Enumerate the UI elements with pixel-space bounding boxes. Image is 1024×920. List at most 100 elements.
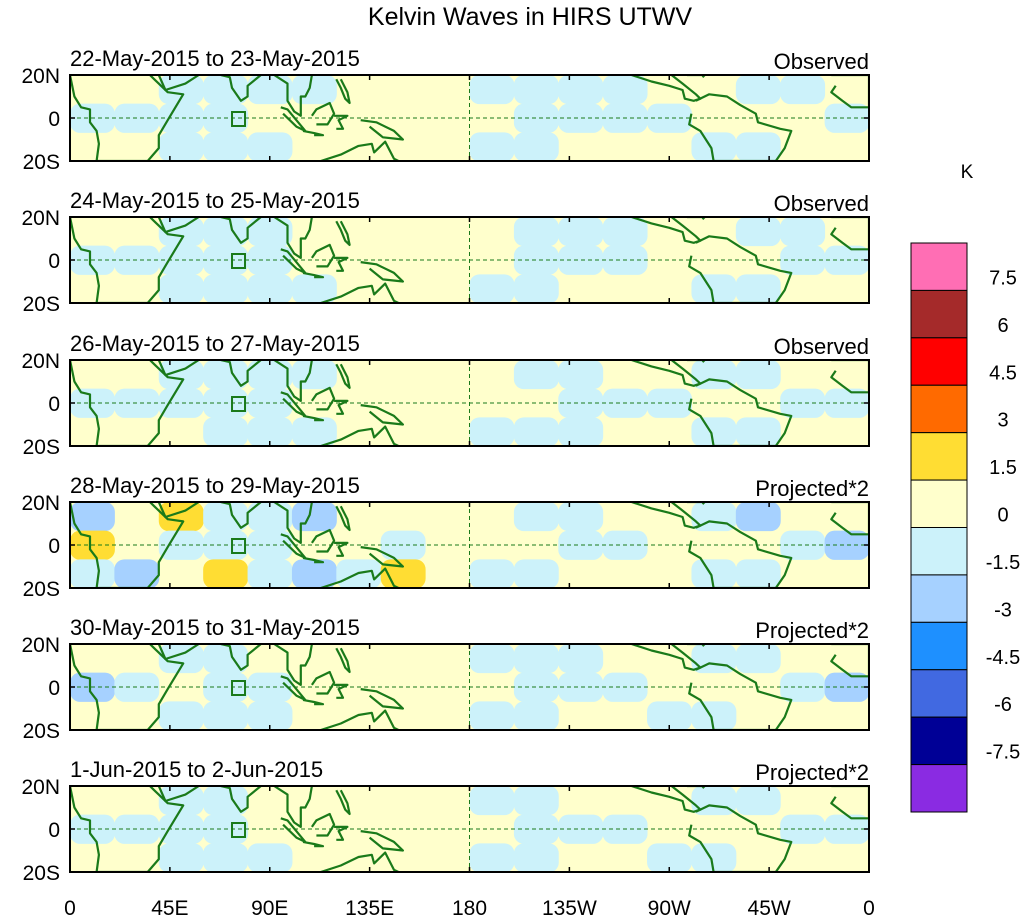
chart-title: Kelvin Waves in HIRS UTWV: [368, 3, 692, 31]
coastline: [830, 644, 869, 678]
field-cell: [158, 843, 204, 872]
map-panel: 20N 0 20S 22-May-2015 to 23-May-2015 Observe…: [21, 46, 870, 174]
field-cell: [203, 502, 249, 532]
colorbar-level-label: 6: [997, 315, 1008, 337]
colorbar-box: [910, 716, 968, 766]
field-cell: [558, 245, 604, 275]
lon-label: 135E: [345, 897, 394, 920]
coastline: [360, 119, 404, 141]
colorbar-box: [910, 384, 968, 434]
field-cell: [203, 786, 249, 816]
coastline: [830, 360, 869, 394]
colorbar-box: [910, 621, 968, 671]
field-cell: [158, 132, 204, 161]
field-cell: [558, 417, 604, 446]
coastline: [687, 644, 706, 647]
coastline: [320, 709, 399, 730]
field-cell: [70, 502, 115, 532]
field-cell: [558, 217, 604, 247]
field-cell: [558, 388, 604, 418]
coastline: [830, 786, 869, 820]
field-cell: [735, 217, 781, 247]
panel-date-range: 28-May-2015 to 29-May-2015: [70, 473, 360, 498]
panel-kind-label: Observed: [774, 49, 869, 74]
field-cell: [647, 701, 692, 730]
coastline: [157, 217, 200, 234]
coastline: [687, 75, 706, 78]
region-box: [231, 680, 247, 696]
coastline: [70, 217, 185, 303]
field-cell: [158, 388, 204, 418]
coastline: [360, 830, 404, 852]
coastline: [320, 425, 399, 446]
field-cell: [824, 814, 869, 844]
coastline: [302, 698, 325, 706]
lon-label: 180: [452, 897, 487, 920]
field-cell: [780, 530, 826, 560]
lat-label: 0: [48, 819, 60, 842]
field-cell: [203, 701, 249, 730]
coastline: [334, 399, 349, 415]
coastline: [220, 360, 262, 387]
coastline: [687, 360, 706, 363]
field-cell: [158, 217, 204, 247]
coastline: [335, 220, 351, 246]
coastline: [687, 502, 706, 505]
field-cell: [469, 843, 515, 872]
coastline: [310, 528, 336, 553]
lat-label: 20S: [23, 720, 60, 743]
field-cell: [247, 417, 293, 446]
coastline: [220, 217, 262, 244]
panel-date-range: 24-May-2015 to 25-May-2015: [70, 188, 360, 213]
coastline: [335, 363, 351, 389]
panel-kind-label: Observed: [774, 191, 869, 216]
field-cell: [558, 360, 604, 390]
colorbar-unit-label: K: [961, 162, 974, 183]
field-cell: [158, 701, 204, 730]
coastline: [687, 786, 706, 789]
lat-label: 20S: [23, 293, 60, 316]
field-cell: [247, 502, 293, 532]
field-cell: [513, 75, 559, 105]
field-cell: [380, 530, 426, 560]
field-cell: [824, 103, 869, 133]
coastline: [334, 114, 349, 130]
field-cell: [513, 217, 559, 247]
field-cell: [203, 417, 249, 446]
coastline: [335, 505, 351, 532]
coastline: [688, 662, 793, 730]
field-cell: [558, 814, 604, 844]
field-cell: [735, 786, 781, 816]
coastline: [687, 217, 706, 220]
field-cell: [469, 417, 515, 446]
field-cell: [203, 132, 249, 161]
field-cell: [780, 245, 826, 275]
panel-kind-label: Observed: [774, 334, 869, 359]
longitude-axis: 0 45E 90E 135E 180 135W 90W 45W 0: [64, 897, 875, 920]
field-cell: [513, 701, 559, 730]
colorbar-level-label: 1.5: [989, 457, 1017, 479]
coastline: [157, 502, 200, 519]
map-panel: 20N 0 20S 26-May-2015 to 27-May-2015 Observe…: [21, 331, 870, 459]
coastline: [688, 520, 793, 588]
coastline: [320, 140, 399, 161]
field-cell: [114, 559, 160, 588]
lon-label: 90W: [648, 897, 691, 920]
field-cell: [203, 75, 249, 105]
field-cell: [691, 417, 737, 446]
field-cell: [203, 217, 249, 247]
field-cell: [203, 559, 249, 588]
colorbar-level-label: -1.5: [986, 552, 1020, 574]
coastline: [631, 75, 702, 102]
field-cell: [513, 843, 559, 872]
colorbar-level-label: 3: [997, 410, 1008, 432]
lat-label: 0: [48, 393, 60, 416]
panel-date-range: 26-May-2015 to 27-May-2015: [70, 331, 360, 356]
field-cell: [247, 75, 293, 105]
field-cell: [824, 672, 869, 702]
field-cell: [513, 417, 559, 446]
field-cell: [691, 843, 737, 872]
coastline: [311, 101, 336, 126]
colorbar-box: [910, 432, 968, 481]
